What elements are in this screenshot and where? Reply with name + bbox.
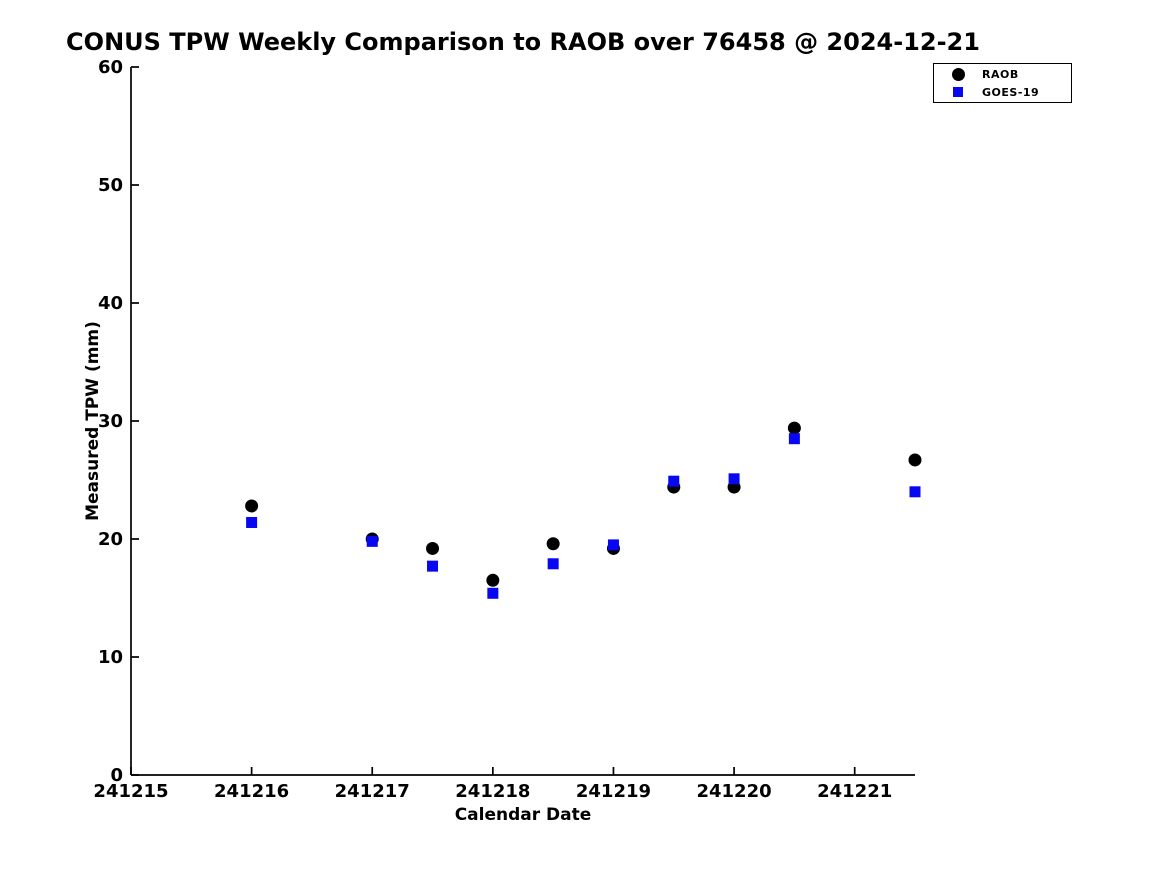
data-point-goes-19	[909, 486, 921, 498]
data-point-goes-19	[788, 433, 800, 445]
y-tick-label: 10	[98, 647, 123, 668]
x-tick-label: 241221	[817, 781, 892, 802]
x-tick-label: 241217	[335, 781, 410, 802]
data-point-raob	[787, 421, 801, 435]
data-point-goes-19	[547, 558, 559, 570]
legend-row-raob: RAOB	[934, 65, 1071, 83]
goes-19-square-icon	[953, 87, 963, 97]
y-tick-label: 30	[98, 411, 123, 432]
data-point-goes-19	[728, 473, 740, 485]
data-point-goes-19	[607, 539, 619, 551]
data-point-raob	[908, 453, 922, 467]
data-point-raob	[245, 499, 259, 513]
chart-title: CONUS TPW Weekly Comparison to RAOB over…	[66, 28, 980, 56]
legend-row-goes-19: GOES-19	[934, 83, 1071, 101]
legend: RAOB GOES-19	[933, 63, 1072, 103]
legend-marker-cell	[934, 87, 982, 97]
legend-marker-cell	[934, 67, 982, 81]
y-axis-label: Measured TPW (mm)	[83, 321, 103, 521]
x-tick-label: 241218	[455, 781, 530, 802]
data-point-goes-19	[487, 587, 499, 599]
data-point-raob	[486, 573, 500, 587]
y-tick-label: 0	[110, 765, 123, 786]
data-point-goes-19	[366, 535, 378, 547]
x-tick-label: 241219	[576, 781, 651, 802]
data-point-raob	[546, 537, 560, 551]
legend-label-raob: RAOB	[982, 67, 1019, 81]
x-tick-label: 241216	[214, 781, 289, 802]
x-tick-label: 241215	[93, 781, 168, 802]
y-tick-label: 60	[98, 57, 123, 78]
legend-label-goes-19: GOES-19	[982, 85, 1040, 99]
x-tick-label: 241220	[696, 781, 771, 802]
data-point-goes-19	[246, 516, 258, 528]
raob-circle-icon	[951, 67, 965, 81]
y-tick-label: 40	[98, 293, 123, 314]
x-axis-label: Calendar Date	[454, 805, 592, 825]
y-tick-label: 20	[98, 529, 123, 550]
data-point-raob	[426, 541, 440, 555]
y-tick-label: 50	[98, 175, 123, 196]
data-point-goes-19	[668, 475, 680, 487]
data-point-goes-19	[427, 560, 439, 572]
